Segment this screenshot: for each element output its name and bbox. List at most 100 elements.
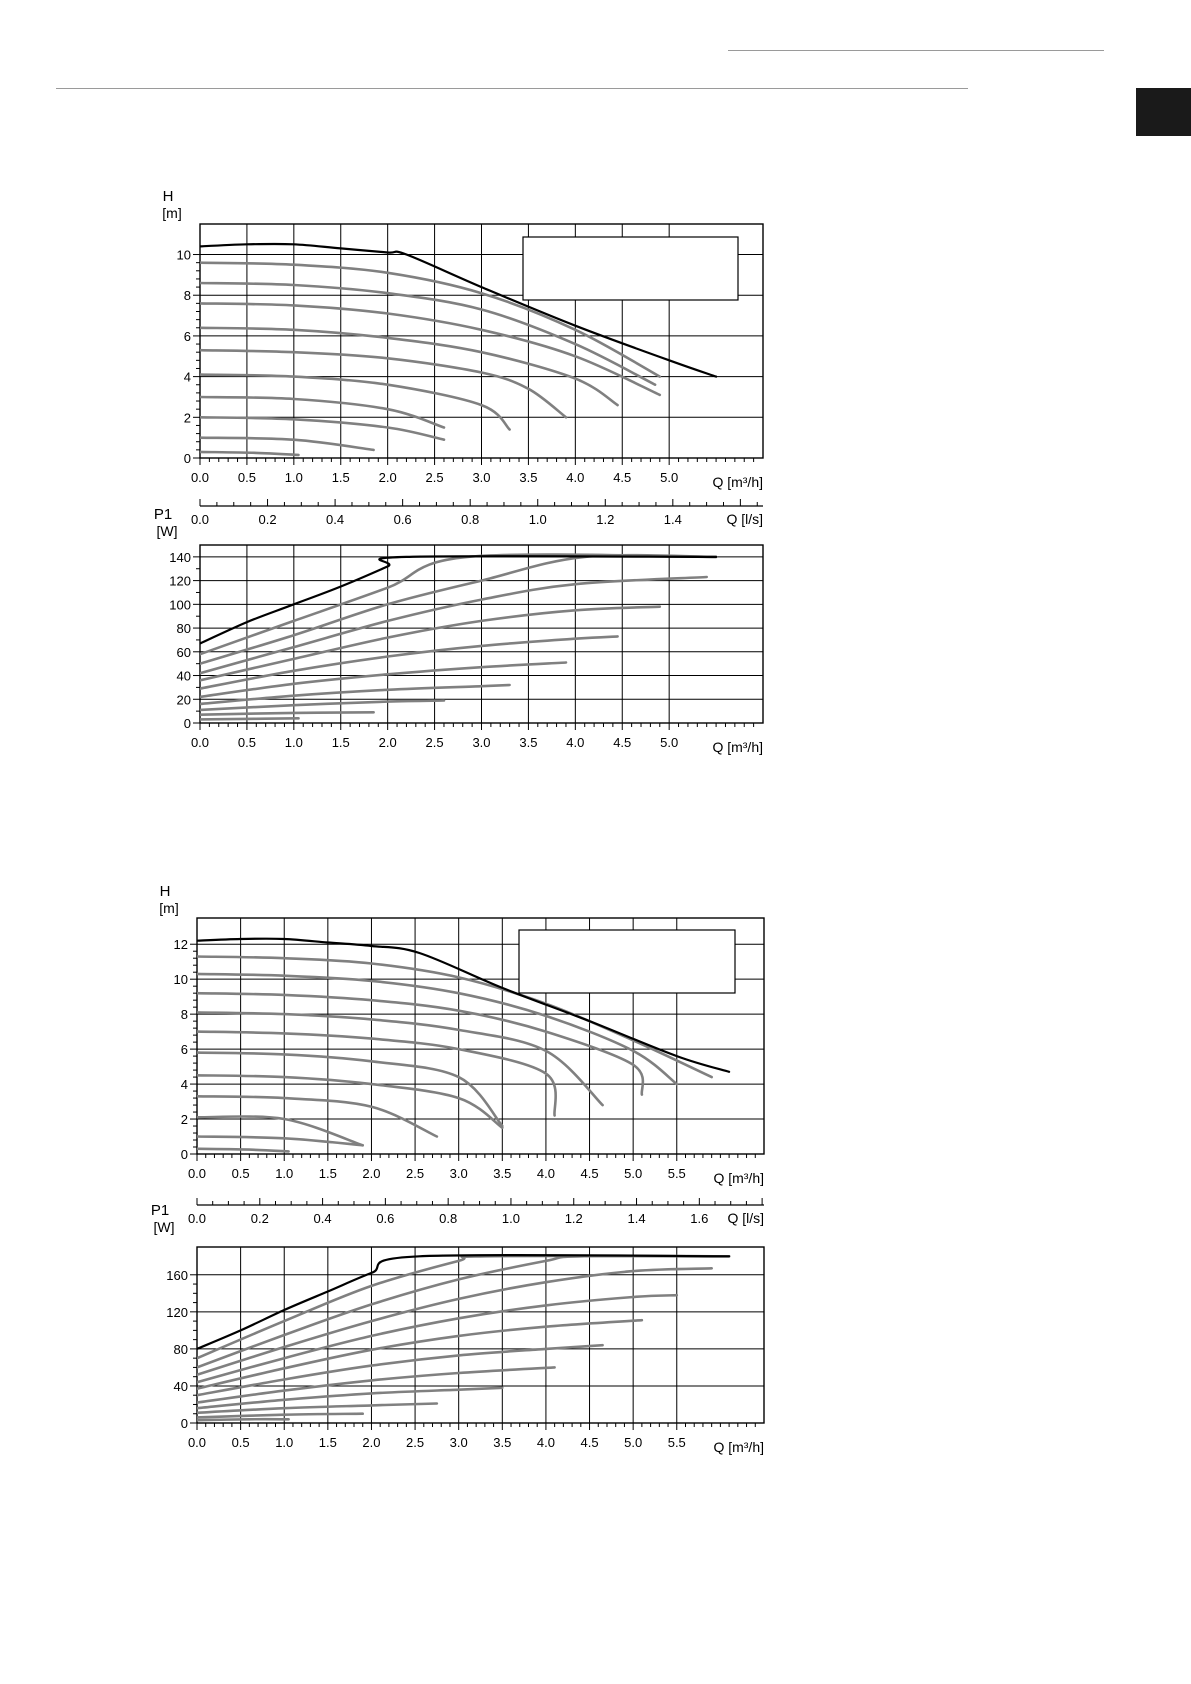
y-tick-label: 0	[181, 1147, 188, 1162]
y-tick-label: 10	[174, 972, 188, 987]
flow-tick-label: 0.2	[259, 512, 277, 527]
x-tick-label: 5.0	[660, 735, 678, 750]
speed-curve-9	[200, 711, 375, 716]
speed-curve-6	[200, 661, 568, 699]
speed-curve-6	[197, 1051, 504, 1128]
y-tick-label: 140	[169, 550, 191, 565]
flow-tick-label: 0.4	[326, 512, 344, 527]
flow-tick-label: 1.0	[529, 512, 547, 527]
x-tick-label: 2.0	[362, 1435, 380, 1450]
speed-curve-3	[200, 302, 662, 397]
y-tick-label: 12	[174, 937, 188, 952]
speed-curve-7	[200, 395, 446, 429]
speed-curve-6	[197, 1343, 604, 1397]
x-tick-label: 3.5	[493, 1435, 511, 1450]
y-tick-label: 8	[181, 1007, 188, 1022]
x-tick-label: 0.5	[232, 1435, 250, 1450]
x-tick-label: 2.5	[406, 1435, 424, 1450]
max-curve	[197, 937, 731, 1073]
x-tick-label: 5.5	[668, 1166, 686, 1181]
speed-curve-7	[197, 1366, 556, 1404]
speed-curve-1	[200, 261, 662, 378]
x-tick-label: 2.5	[426, 470, 444, 485]
flow-tick-label: 1.4	[627, 1211, 645, 1226]
x-axis-label: Q [m³/h]	[712, 474, 763, 490]
speed-curve-9	[200, 436, 375, 452]
pump-2-flow-ls-axis: 0.0 0.2 0.4 0.6 0.8 1.0 1.2 1.4 1.6 Q [l/s]	[188, 1198, 764, 1226]
speed-curve-4	[200, 326, 619, 407]
x-tick-label: 4.5	[580, 1435, 598, 1450]
pump-1-power-chart: 0.0 0.5 1.0 1.5 2.0 2.5 3.0 3.5 4.0 4.5 5.0 0 20 40 60…	[154, 506, 764, 755]
speed-curve-5	[200, 348, 568, 419]
speed-curve-5	[200, 635, 619, 690]
y-tick-label: 8	[184, 288, 191, 303]
flow-tick-label: 1.2	[596, 512, 614, 527]
x-tick-label: 3.0	[450, 1435, 468, 1450]
x-axis-label: Q [m³/h]	[712, 739, 763, 755]
x-tick-label: 2.5	[406, 1166, 424, 1181]
flow-tick-label: 0.4	[314, 1211, 332, 1226]
speed-curve-7	[200, 683, 511, 706]
plot-frame	[196, 1246, 765, 1424]
x-axis-label: Q [m³/h]	[713, 1170, 764, 1186]
y-tick-label: 40	[177, 669, 191, 684]
x-tick-label: 0.0	[188, 1166, 206, 1181]
pump-1-head-chart: 0.0 0.5 1.0 1.5 2.0 2.5 3.0 3.5 4.0 4.5 5.0 0 2 4 6 8 10…	[162, 188, 764, 490]
y-tick-label: 100	[169, 597, 191, 612]
flow-tick-label: 1.2	[565, 1211, 583, 1226]
header-rule-top	[728, 50, 1104, 51]
x-tick-label: 3.5	[493, 1166, 511, 1181]
max-curve	[197, 1253, 731, 1350]
x-tick-label: 0.5	[232, 1166, 250, 1181]
x-tick-label: 0.0	[191, 470, 209, 485]
speed-curve-4	[197, 1011, 604, 1107]
y-axis-unit: [W]	[157, 523, 178, 539]
x-tick-label: 0.5	[238, 470, 256, 485]
x-tick-label: 3.0	[472, 735, 490, 750]
x-tick-label: 0.0	[188, 1435, 206, 1450]
flow-axis-label: Q [l/s]	[726, 511, 763, 527]
plot-curves	[197, 937, 731, 1153]
section-tab-marker	[1136, 88, 1191, 136]
speed-curve-10	[197, 1135, 364, 1147]
speed-curve-7	[197, 1074, 504, 1130]
speed-curve-3	[200, 575, 708, 675]
x-tick-label: 1.0	[275, 1166, 293, 1181]
x-tick-label: 4.0	[537, 1166, 555, 1181]
y-tick-label: 0	[184, 451, 191, 466]
y-tick-label: 60	[177, 645, 191, 660]
plot-curves	[200, 242, 718, 457]
x-tick-label: 4.5	[613, 470, 631, 485]
speed-curve-8	[197, 1386, 504, 1410]
max-curve	[200, 555, 718, 645]
x-tick-label: 5.0	[660, 470, 678, 485]
speed-curve-3	[197, 1267, 713, 1377]
x-tick-label: 2.0	[379, 470, 397, 485]
x-tick-label: 4.5	[613, 735, 631, 750]
x-tick-label: 4.0	[566, 470, 584, 485]
y-tick-label: 80	[174, 1342, 188, 1357]
flow-tick-label: 1.0	[502, 1211, 520, 1226]
x-tick-label: 0.0	[191, 735, 209, 750]
speed-curve-9	[197, 1115, 364, 1147]
pump-2-power-chart: 0.0 0.5 1.0 1.5 2.0 2.5 3.0 3.5 4.0 4.5 5.0 5.5 0 40 8…	[151, 1202, 765, 1455]
speed-curve-8	[200, 699, 446, 712]
x-tick-label: 2.0	[379, 735, 397, 750]
y-tick-label: 80	[177, 621, 191, 636]
x-tick-label: 3.5	[519, 735, 537, 750]
speed-curve-5	[197, 1318, 644, 1390]
y-tick-label: 2	[181, 1112, 188, 1127]
x-tick-label: 4.5	[580, 1166, 598, 1181]
x-tick-label: 2.0	[362, 1166, 380, 1181]
flow-tick-label: 0.6	[394, 512, 412, 527]
y-tick-label: 4	[181, 1077, 188, 1092]
x-tick-label: 5.5	[668, 1435, 686, 1450]
x-tick-label: 1.0	[285, 735, 303, 750]
speed-curve-4	[200, 605, 662, 682]
y-axis-unit: [m]	[159, 900, 178, 916]
y-tick-label: 6	[181, 1042, 188, 1057]
flow-tick-label: 0.2	[251, 1211, 269, 1226]
y-tick-label: 160	[166, 1268, 188, 1283]
plot-frame	[199, 544, 764, 724]
